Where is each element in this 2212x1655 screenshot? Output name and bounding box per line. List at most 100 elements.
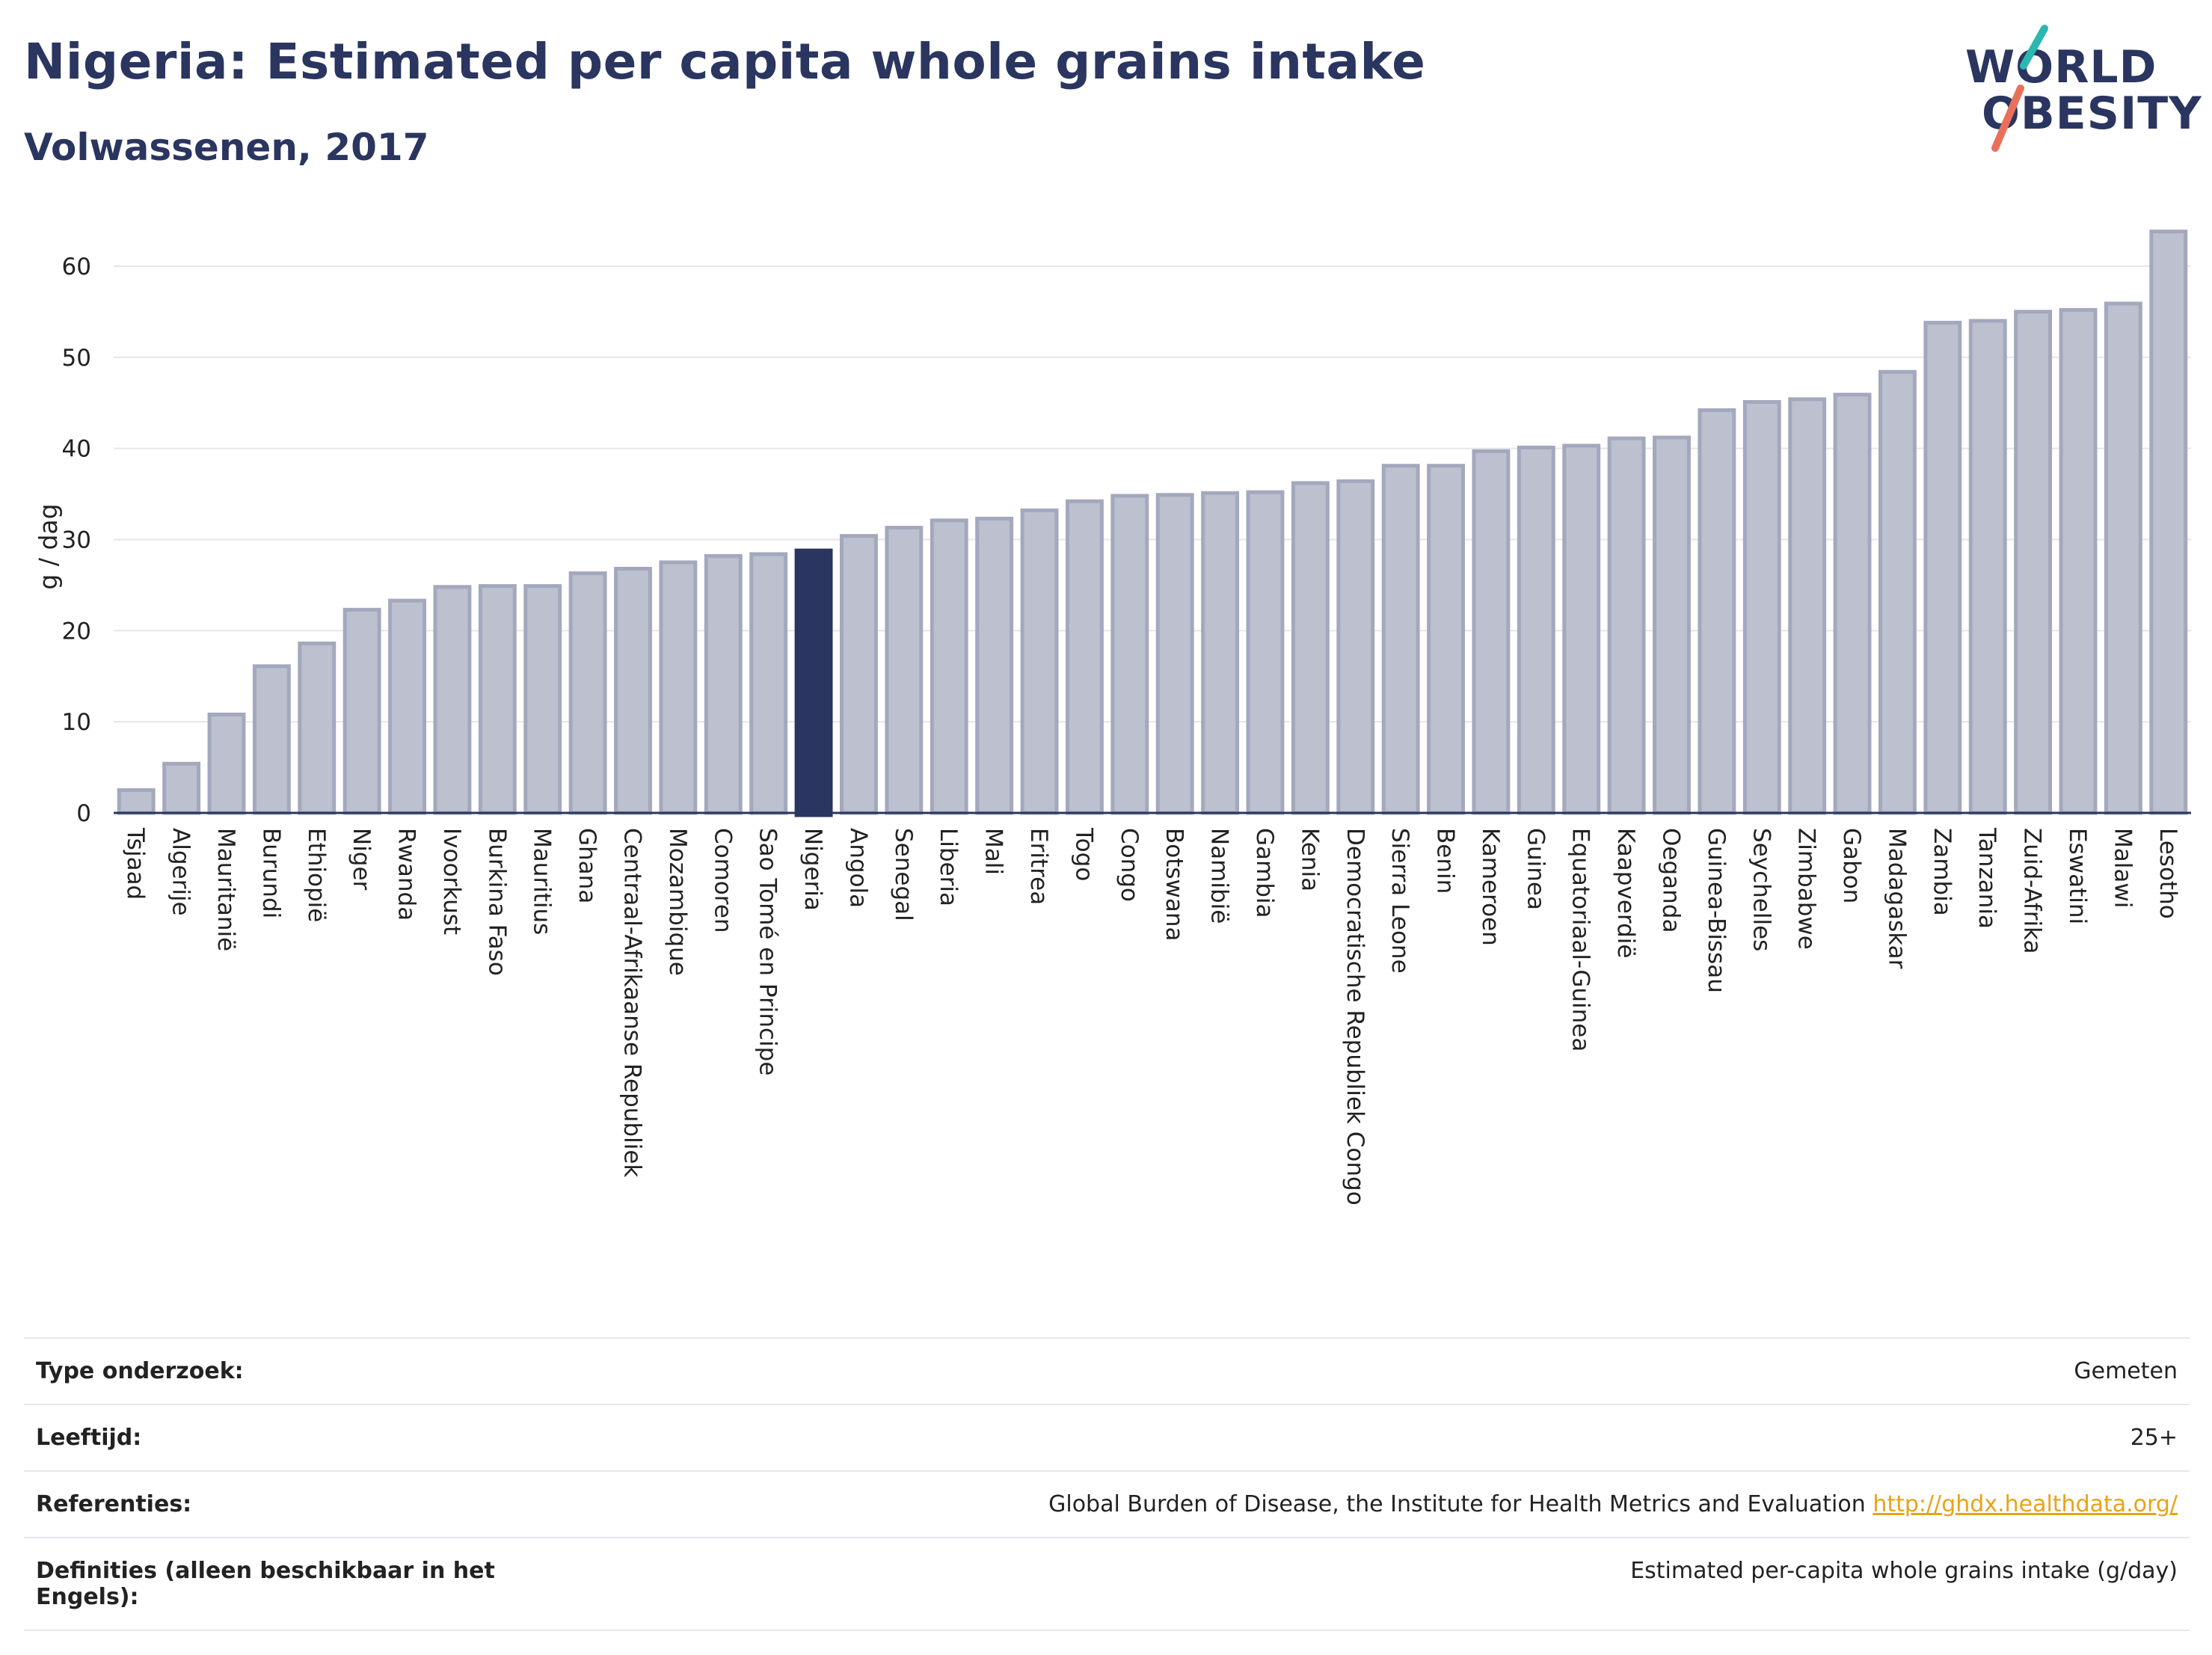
- bar[interactable]: [1833, 393, 1872, 815]
- bar[interactable]: [1201, 491, 1240, 815]
- bar-chart: 0 10 20 30 40 50 60 Tsjaad Algerije Mauritanië Bu…: [34, 230, 2191, 1206]
- bar[interactable]: [342, 607, 381, 815]
- y-tick-label: 20: [62, 618, 91, 645]
- bar[interactable]: [207, 712, 246, 815]
- bar[interactable]: [252, 664, 291, 815]
- info-value: Global Burden of Disease, the Institute …: [1048, 1491, 1866, 1517]
- category-label: Sao Tomé en Principe: [755, 828, 781, 1075]
- bar[interactable]: [388, 598, 426, 815]
- category-labels: Tsjaad Algerije Mauritanië Burundi Ethiopië N…: [122, 827, 2181, 1206]
- logo-slash-icon: [1991, 25, 2048, 152]
- info-row-definitions: Definities (alleen beschikbaar in het En…: [24, 1538, 2190, 1630]
- bar[interactable]: [2149, 230, 2188, 815]
- category-label: Tanzania: [1973, 827, 2000, 929]
- bar[interactable]: [2059, 307, 2098, 815]
- bar[interactable]: [1472, 449, 1511, 815]
- bar[interactable]: [568, 571, 607, 815]
- category-label: Madagaskar: [1883, 828, 1910, 969]
- category-label: Zambia: [1929, 828, 1956, 916]
- bar[interactable]: [1968, 319, 2007, 815]
- bar[interactable]: [1923, 320, 1962, 815]
- bar[interactable]: [840, 534, 878, 815]
- page-subtitle: Volwassenen, 2017: [24, 126, 429, 169]
- bar[interactable]: [885, 526, 924, 815]
- info-row-age: Leeftijd: 25+: [24, 1404, 2190, 1471]
- y-tick-labels: 0 10 20 30 40 50 60: [62, 254, 91, 827]
- bar[interactable]: [298, 641, 337, 815]
- bar[interactable]: [433, 585, 472, 815]
- category-label: Tsjaad: [122, 827, 149, 900]
- bar[interactable]: [162, 761, 201, 815]
- y-tick-label: 30: [62, 526, 91, 553]
- category-label: Mozambique: [664, 828, 691, 976]
- info-key: Leeftijd:: [36, 1425, 142, 1451]
- category-label: Gabon: [1838, 828, 1865, 903]
- category-label: Angola: [844, 828, 871, 908]
- category-label: Guinea-Bissau: [1703, 828, 1730, 993]
- bar[interactable]: [794, 548, 833, 817]
- info-row-references: Referenties: Global Burden of Disease, t…: [24, 1471, 2190, 1538]
- category-label: Sierra Leone: [1386, 828, 1413, 974]
- category-label: Guinea: [1522, 828, 1549, 910]
- reference-link[interactable]: http://ghdx.healthdata.org/: [1872, 1491, 2178, 1517]
- bar[interactable]: [1878, 369, 1917, 815]
- category-label: Benin: [1432, 828, 1459, 894]
- info-table: Type onderzoek: Gemeten Leeftijd: 25+ Re…: [24, 1337, 2190, 1631]
- category-label: Kameroen: [1477, 828, 1504, 946]
- bar[interactable]: [523, 584, 562, 815]
- bar[interactable]: [1065, 499, 1104, 815]
- bar[interactable]: [930, 518, 968, 815]
- category-label: Oeganda: [1658, 828, 1685, 933]
- category-label: Rwanda: [393, 828, 420, 921]
- category-label: Eritrea: [1025, 828, 1052, 905]
- bar[interactable]: [1562, 443, 1601, 815]
- bar[interactable]: [2014, 310, 2053, 815]
- bar[interactable]: [1291, 481, 1330, 815]
- bar[interactable]: [1381, 464, 1420, 815]
- category-label: Comoren: [709, 828, 736, 933]
- bar[interactable]: [2104, 301, 2142, 815]
- bar[interactable]: [1427, 464, 1465, 815]
- bar[interactable]: [117, 788, 156, 815]
- category-label: Lesotho: [2154, 828, 2181, 919]
- bar[interactable]: [1155, 493, 1194, 815]
- bar[interactable]: [1110, 494, 1149, 815]
- bars: [117, 230, 2188, 817]
- info-value: Estimated per-capita whole grains intake…: [1630, 1558, 2178, 1584]
- category-label: Mauritius: [529, 828, 556, 935]
- category-label: Ivoorkust: [438, 828, 465, 935]
- category-label: Botswana: [1161, 828, 1188, 942]
- category-label: Gambia: [1251, 828, 1278, 918]
- bar[interactable]: [1698, 408, 1736, 815]
- bar[interactable]: [1607, 436, 1646, 815]
- bar[interactable]: [1517, 445, 1555, 815]
- category-label: Burkina Faso: [483, 828, 510, 976]
- bar[interactable]: [659, 560, 698, 815]
- bar[interactable]: [1020, 508, 1059, 815]
- bar[interactable]: [1246, 490, 1285, 815]
- bar[interactable]: [1653, 435, 1691, 815]
- category-label: Burundi: [257, 828, 284, 918]
- category-label: Democratische Republiek Congo: [1342, 828, 1368, 1206]
- info-key: Definities (alleen beschikbaar in het En…: [36, 1558, 495, 1610]
- info-row-survey-type: Type onderzoek: Gemeten: [24, 1338, 2190, 1404]
- bar[interactable]: [1336, 479, 1375, 815]
- world-obesity-logo[interactable]: WORLD OBESITY: [1952, 21, 2202, 159]
- bar[interactable]: [704, 553, 743, 815]
- bar[interactable]: [1742, 399, 1781, 815]
- category-label: Ghana: [574, 828, 600, 903]
- category-label: Ethiopië: [303, 828, 330, 922]
- bar[interactable]: [749, 552, 788, 815]
- y-tick-label: 50: [62, 345, 91, 372]
- y-axis-label: g / dag: [34, 503, 63, 589]
- bar[interactable]: [478, 584, 517, 815]
- category-label: Mali: [980, 828, 1007, 875]
- category-label: Eswatini: [2064, 828, 2091, 924]
- bar[interactable]: [1788, 397, 1827, 815]
- category-label: Malawi: [2109, 828, 2136, 908]
- page-title: Nigeria: Estimated per capita whole grai…: [24, 33, 1426, 90]
- info-value: Gemeten: [2074, 1358, 2178, 1384]
- logo-text-line1: WORLD: [1965, 41, 2157, 93]
- bar[interactable]: [975, 516, 1014, 815]
- bar[interactable]: [614, 566, 652, 815]
